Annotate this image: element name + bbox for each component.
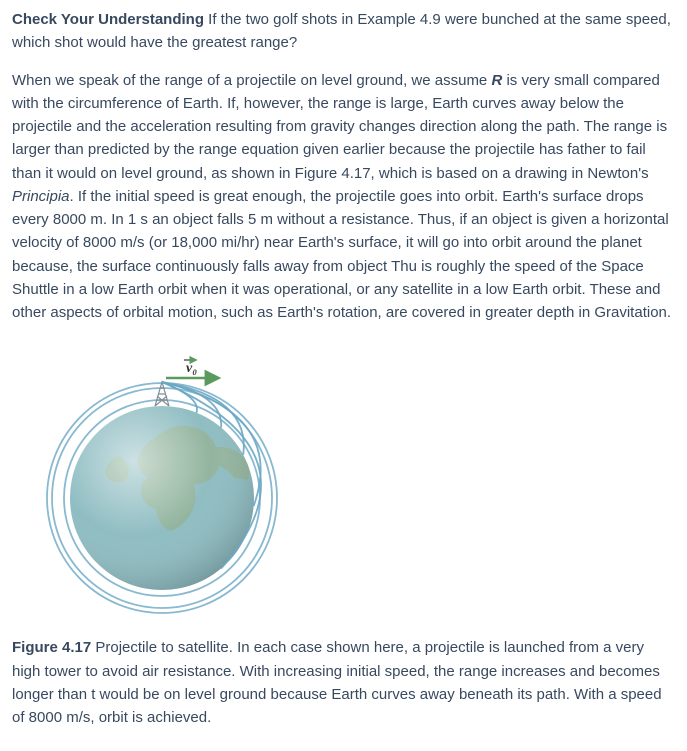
check-your-understanding: Check Your Understanding If the two golf… (12, 8, 675, 55)
var-R: R (491, 72, 502, 89)
main-part1: When we speak of the range of a projecti… (12, 72, 491, 89)
cyu-lead: Check Your Understanding (12, 11, 204, 28)
svg-text:v₀: v₀ (186, 361, 197, 376)
figure-4-17: v₀ (12, 338, 675, 618)
caption-text: Projectile to satellite. In each case sh… (12, 639, 662, 726)
main-paragraph: When we speak of the range of a projecti… (12, 69, 675, 325)
main-part3: . If the initial speed is great enough, … (12, 188, 671, 321)
principia: Principia (12, 188, 70, 205)
caption-lead: Figure 4.17 (12, 639, 91, 656)
figure-caption: Figure 4.17 Projectile to satellite. In … (12, 636, 675, 729)
earth-orbit-diagram: v₀ (12, 338, 312, 618)
